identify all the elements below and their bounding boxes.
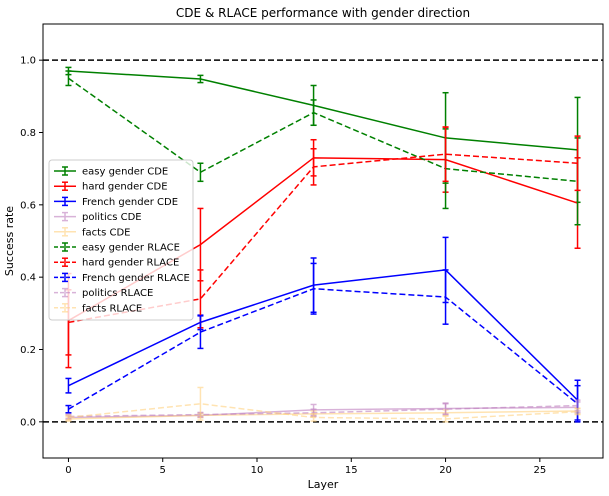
x-tick-label: 10 [251, 465, 264, 476]
legend-label: hard gender CDE [82, 182, 168, 193]
y-axis: 0.0 0.2 0.4 0.6 0.8 1.0 [20, 56, 43, 428]
legend: easy gender CDE hard gender CDE French gen… [48, 159, 194, 321]
x-tick-label: 15 [345, 465, 358, 476]
x-tick-label: 20 [439, 465, 452, 476]
legend-label: politics CDE [82, 212, 142, 223]
plot-area-frame [42, 23, 604, 459]
series-facts-rlace [65, 386, 581, 423]
legend-item [54, 166, 76, 176]
legend-label: French gender RLACE [82, 273, 190, 284]
legend-label: facts RLACE [82, 303, 142, 314]
y-axis-label: Success rate [3, 206, 16, 276]
y-tick-label: 0.8 [20, 128, 36, 139]
y-tick-label: 0.2 [20, 345, 36, 356]
legend-item [54, 227, 76, 237]
series-layer [65, 66, 581, 423]
y-tick-label: 0.4 [20, 273, 36, 284]
chart-title: CDE & RLACE performance with gender dire… [176, 6, 470, 20]
legend-item [54, 272, 76, 283]
x-tick-label: 5 [160, 465, 166, 476]
legend-label: politics RLACE [82, 288, 153, 299]
legend-label: facts CDE [82, 227, 130, 238]
legend-label: easy gender RLACE [82, 243, 180, 254]
legend-item [54, 257, 76, 267]
x-axis-label: Layer [308, 478, 339, 491]
legend-label: hard gender RLACE [82, 258, 179, 269]
legend-label: easy gender CDE [82, 167, 168, 178]
y-tick-label: 0.0 [20, 417, 36, 428]
legend-item [54, 211, 76, 222]
legend-item [54, 242, 76, 252]
y-tick-label: 1.0 [20, 56, 36, 67]
legend-item [54, 181, 76, 191]
y-tick-label: 0.6 [20, 200, 36, 211]
reference-lines [43, 59, 603, 423]
legend-item [54, 287, 76, 298]
x-tick-label: 25 [533, 465, 546, 476]
legend-box [48, 159, 194, 321]
legend-item [54, 303, 76, 313]
x-axis: 0 5 10 15 20 25 [65, 458, 546, 476]
legend-item [54, 196, 76, 207]
legend-label: French gender CDE [82, 197, 178, 208]
x-tick-label: 0 [65, 465, 71, 476]
